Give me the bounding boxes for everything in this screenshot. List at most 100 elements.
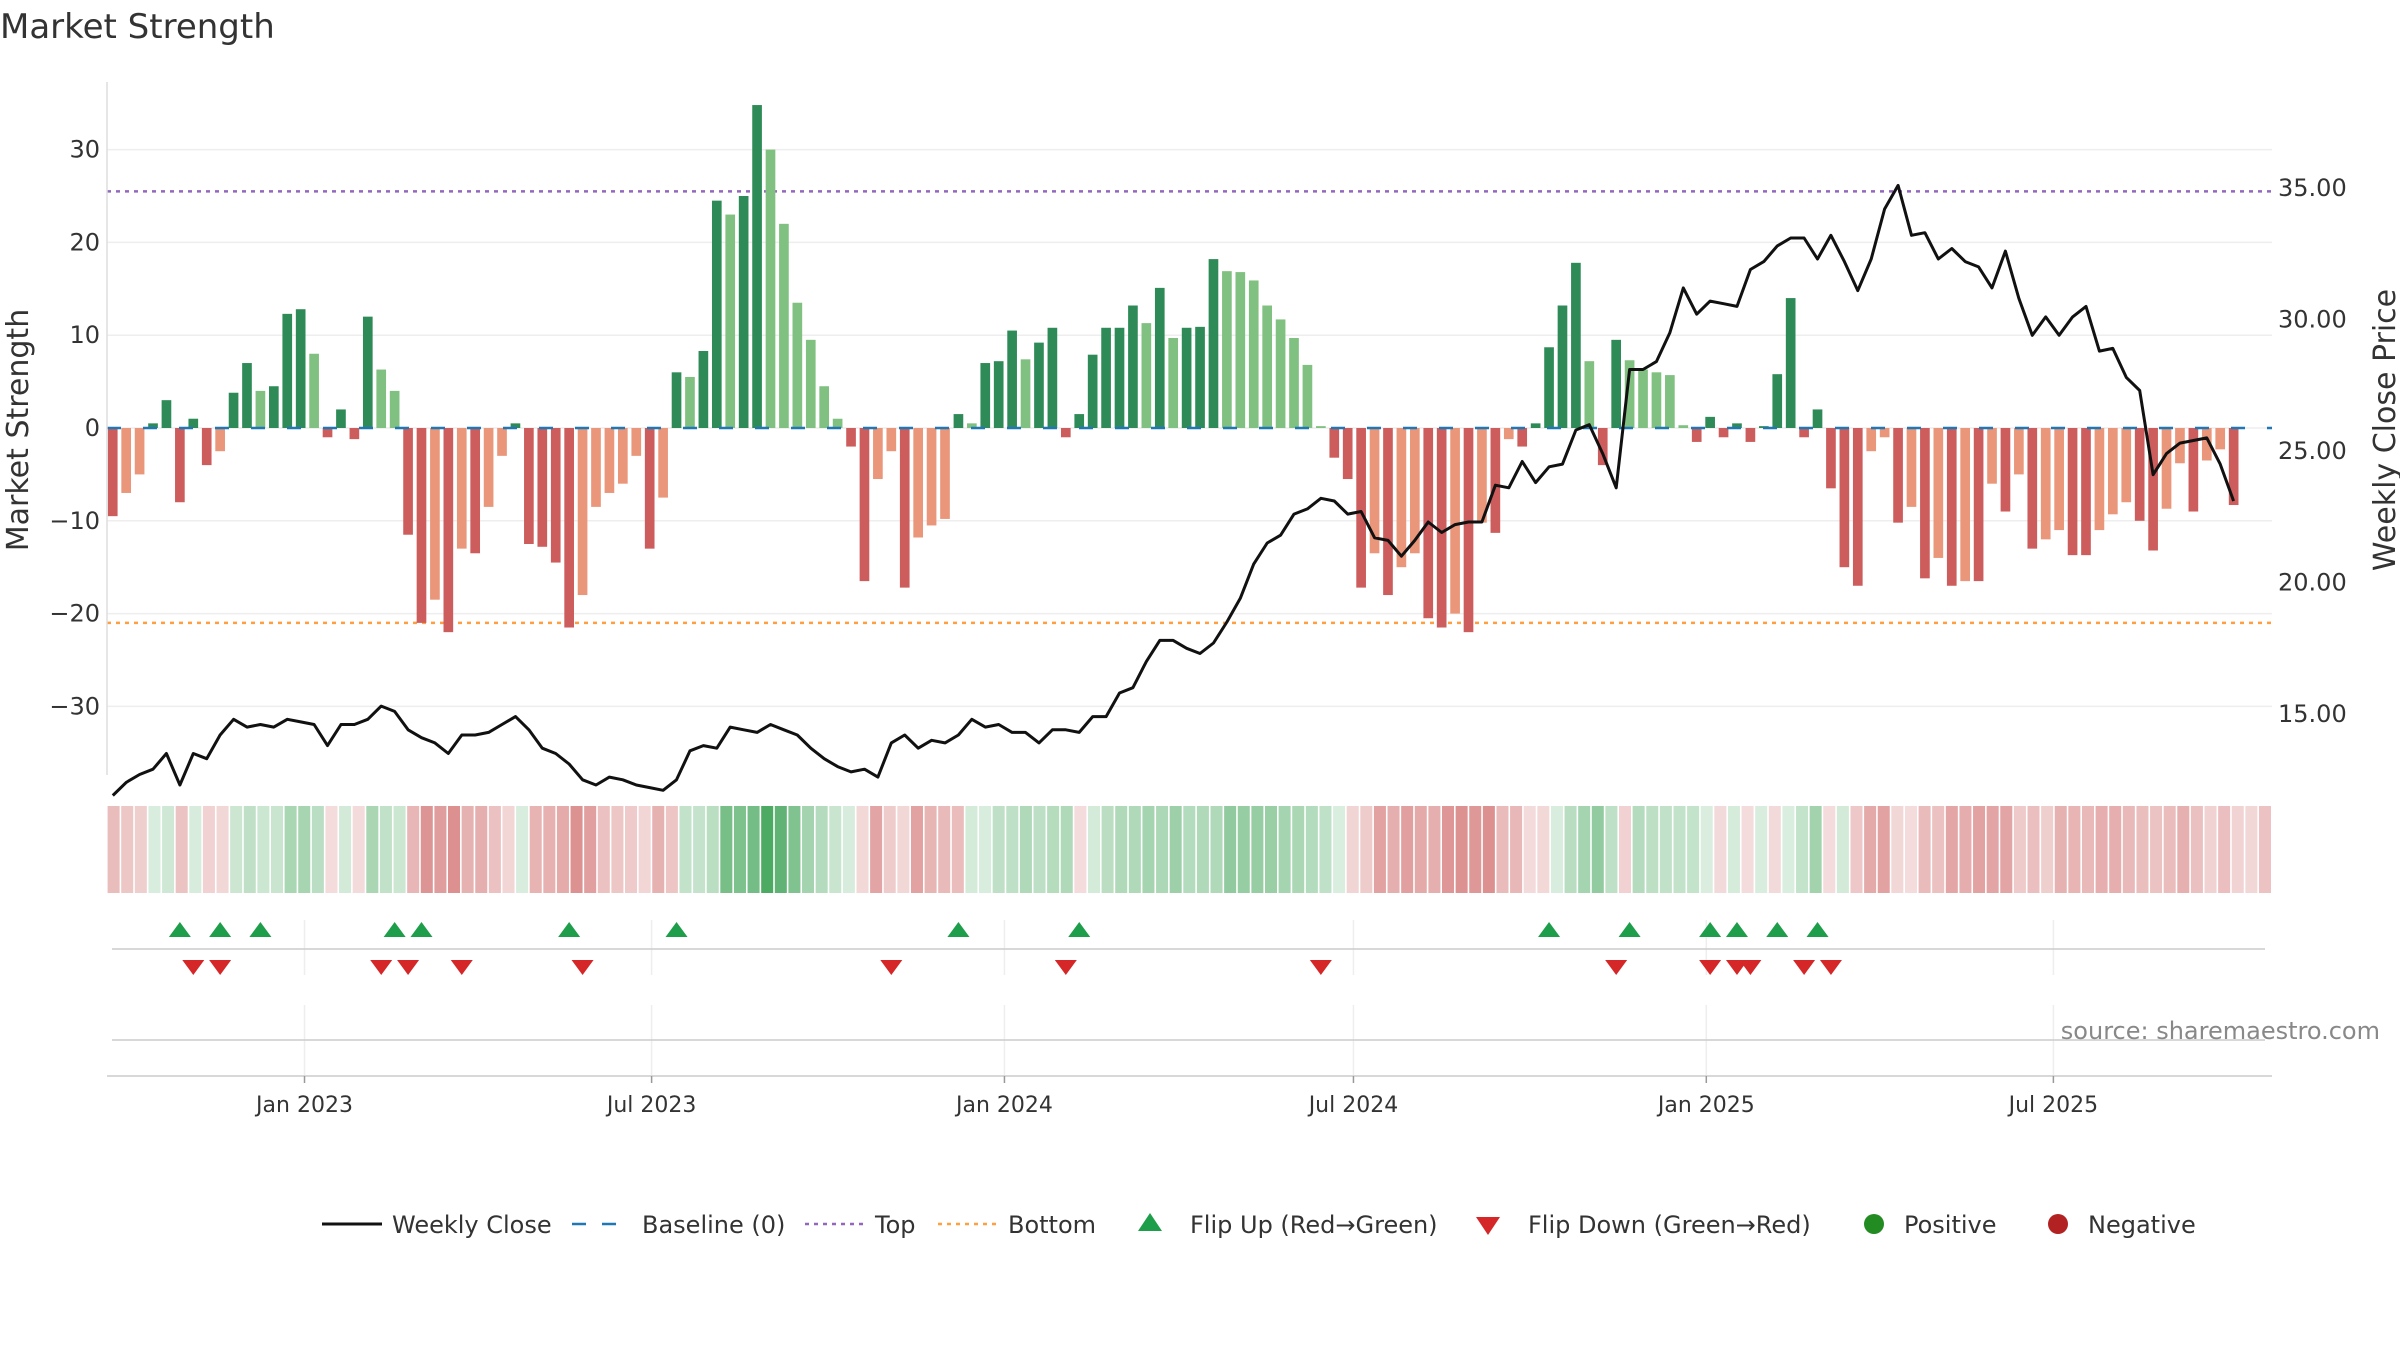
strength-bar (993, 361, 1004, 428)
strength-bar (1396, 428, 1407, 568)
heat-cell (2150, 806, 2163, 893)
heat-cell (1087, 806, 1100, 893)
strength-bar (644, 428, 655, 549)
strength-bar (1772, 374, 1783, 428)
strength-bar (2081, 428, 2091, 556)
heat-cell (2081, 806, 2094, 893)
strength-bar (1436, 428, 1447, 628)
heat-cell (298, 806, 311, 893)
heat-cell (1755, 806, 1768, 893)
heat-cell (1836, 806, 1849, 893)
flip-down-marker (1699, 960, 1722, 975)
flip-up-marker (410, 922, 433, 937)
heat-cell (733, 806, 746, 893)
strength-bar (604, 428, 615, 493)
heat-cell (938, 806, 951, 893)
strength-bar (618, 428, 628, 484)
heat-cell (1768, 806, 1781, 893)
strength-bar (443, 428, 454, 633)
x-tick-label: Jan 2024 (954, 1093, 1053, 1118)
strength-bar (309, 353, 319, 428)
strength-bar (1356, 428, 1366, 588)
heat-cell (284, 806, 297, 893)
strength-bar (685, 376, 695, 428)
heat-cell (148, 806, 161, 893)
heat-cell (1904, 806, 1917, 893)
strength-bar (1624, 360, 1635, 428)
y-axis-ticks: 30 20 10 0 −10 −20 −30 (49, 136, 100, 721)
heat-cell (1673, 806, 1686, 893)
heat-cell (951, 806, 964, 893)
heat-cell (1796, 806, 1809, 893)
heat-cell (1210, 806, 1223, 893)
heat-cell (1333, 806, 1346, 893)
strength-bar (913, 428, 923, 538)
heat-cell (366, 806, 379, 893)
heat-cell (1564, 806, 1577, 893)
heat-cell (2258, 806, 2271, 893)
heat-cell (829, 806, 842, 893)
strength-bar (2121, 428, 2132, 503)
heat-cell (107, 806, 120, 893)
heat-cell (2095, 806, 2108, 893)
heat-cell (1496, 806, 1509, 893)
strength-bar (282, 313, 293, 428)
heat-cell (1741, 806, 1754, 893)
strength-bar (2094, 428, 2105, 531)
strength-bar (671, 372, 682, 428)
heat-cell (1687, 806, 1700, 893)
heat-cell (556, 806, 569, 893)
strength-bar (537, 428, 548, 547)
flip-down-marker (450, 960, 473, 975)
heat-cell (1373, 806, 1386, 893)
strength-bar (846, 428, 856, 447)
strength-bar (2161, 428, 2172, 509)
strength-bar (591, 428, 601, 507)
strength-bar (577, 428, 588, 596)
y2-tick-label: 35.00 (2278, 174, 2347, 202)
strength-bar (1584, 361, 1595, 428)
weekly-close-series (111, 183, 2236, 797)
strength-bar (1866, 428, 1877, 452)
heat-cell (1442, 806, 1455, 893)
heat-cell (2190, 806, 2203, 893)
strength-bar (1718, 428, 1729, 438)
heat-cell (1101, 806, 1114, 893)
strength-bar (1034, 342, 1044, 428)
heat-cell (2163, 806, 2176, 893)
strength-bar (1839, 428, 1850, 568)
strength-bar (1060, 428, 1071, 438)
heat-cell (1877, 806, 1890, 893)
heat-cell (1455, 806, 1468, 893)
heat-cell (910, 806, 923, 893)
strength-bar (940, 428, 950, 519)
y2-axis-label: Weekly Close Price (2368, 289, 2400, 571)
strength-bar (1651, 372, 1662, 428)
heat-cell (1224, 806, 1237, 893)
legend-label: Top (874, 1211, 916, 1239)
legend-label: Bottom (1008, 1211, 1096, 1239)
heat-cell (1115, 806, 1128, 893)
strength-bar (765, 149, 776, 428)
strength-bar (2201, 428, 2212, 461)
strength-bar (1611, 339, 1622, 428)
strength-bar (295, 309, 306, 428)
heat-cell (1510, 806, 1523, 893)
flip-down-marker (182, 960, 205, 975)
strength-bar (2014, 428, 2024, 475)
flip-down-marker (209, 960, 232, 975)
strength-bar (430, 428, 440, 600)
strength-bar (1047, 327, 1058, 428)
heat-cell (965, 806, 978, 893)
strength-bar (1181, 327, 1192, 428)
y-tick-label: 30 (69, 136, 100, 164)
heat-cell (162, 806, 175, 893)
strength-bar (510, 423, 521, 428)
heat-cell (1986, 806, 1999, 893)
strength-bar (228, 392, 239, 428)
heat-cell (774, 806, 787, 893)
flip-down-marker (397, 960, 420, 975)
strength-bar (1074, 414, 1085, 428)
strength-bar (470, 428, 481, 554)
strength-bar (389, 390, 400, 428)
